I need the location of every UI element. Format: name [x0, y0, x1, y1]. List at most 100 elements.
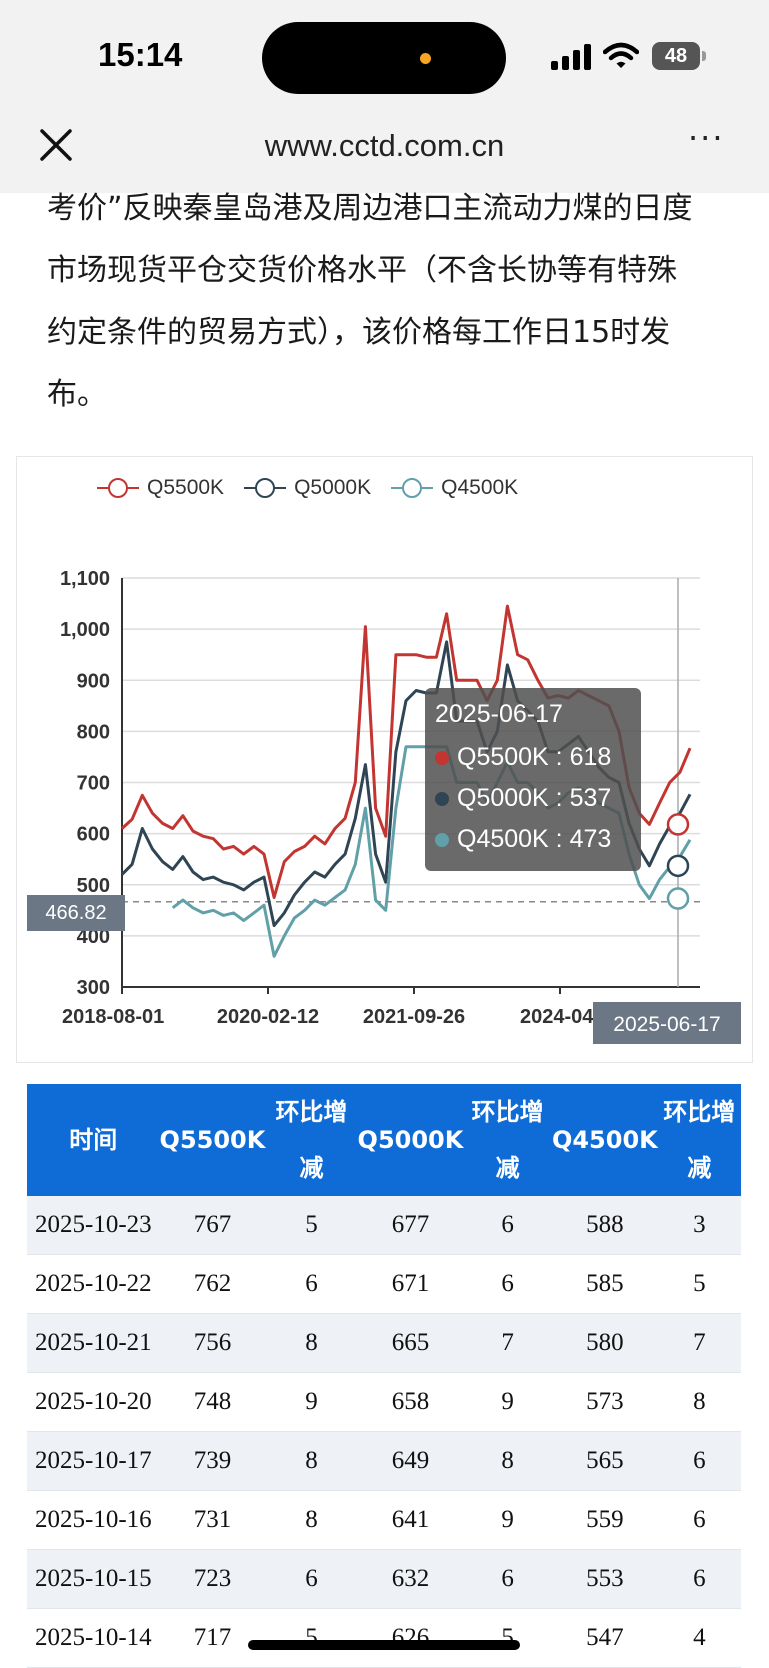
table-row[interactable]: 2025-10-17 739 8 649 8 565 6	[27, 1431, 741, 1491]
table-cell: 8	[265, 1431, 358, 1491]
cellular-signal-icon	[551, 44, 593, 70]
table-cell: 559	[551, 1490, 658, 1550]
table-row[interactable]: 2025-10-21 756 8 665 7 580 7	[27, 1313, 741, 1373]
column-header[interactable]: 环比增减	[657, 1084, 741, 1196]
table-cell: 9	[463, 1372, 552, 1432]
table-cell: 585	[551, 1254, 658, 1314]
browser-toolbar	[0, 105, 769, 193]
table-cell: 6	[657, 1490, 741, 1550]
y-tick-label: 600	[77, 824, 110, 846]
activity-dot	[420, 53, 431, 64]
table-cell: 547	[551, 1608, 658, 1668]
table-cell: 671	[357, 1254, 464, 1314]
x-tick-label: 2021-09-26	[363, 1006, 465, 1028]
table-row[interactable]: 2025-10-15 723 6 632 6 553 6	[27, 1549, 741, 1609]
home-indicator[interactable]	[248, 1640, 520, 1650]
table-cell: 2025-10-23	[27, 1196, 160, 1255]
table-cell: 767	[159, 1196, 266, 1255]
article-line: 布。	[47, 377, 107, 412]
table-cell: 723	[159, 1549, 266, 1609]
more-options-button[interactable]: ···	[688, 119, 725, 157]
tooltip-value: Q5500K : 618	[457, 743, 612, 771]
y-tick-label: 400	[77, 926, 110, 948]
table-header-row: 时间 Q5500K 环比增减 Q5000K 环比增减 Q4500K 环比增减	[27, 1084, 741, 1196]
crosshair-x-label: 2025-06-17	[593, 1002, 741, 1044]
table-cell: 5	[463, 1608, 552, 1668]
series-dot-icon	[435, 832, 449, 847]
legend-item[interactable]: Q4500K	[389, 473, 518, 503]
dynamic-island	[262, 22, 506, 94]
column-header[interactable]: 环比增减	[463, 1084, 552, 1196]
highlight-point	[666, 854, 690, 878]
legend-marker-icon	[97, 478, 139, 498]
table-cell: 2025-10-17	[27, 1431, 160, 1491]
highlight-point	[666, 887, 690, 910]
table-cell: 7	[657, 1313, 741, 1373]
table-cell: 5	[265, 1196, 358, 1255]
legend-marker-icon	[391, 478, 434, 498]
table-cell: 5	[657, 1254, 741, 1314]
legend-item[interactable]: Q5000K	[242, 473, 371, 503]
legend-label: Q5000K	[294, 476, 372, 499]
table-cell: 739	[159, 1431, 266, 1491]
column-header[interactable]: 环比增减	[265, 1084, 358, 1196]
column-header[interactable]: Q4500K	[551, 1084, 658, 1196]
article-line: 约定条件的贸易方式），该价格每工作日15时发	[47, 315, 671, 350]
series-dot-icon	[435, 791, 449, 806]
table-cell: 717	[159, 1608, 266, 1668]
column-header[interactable]: 时间	[27, 1084, 160, 1196]
table-cell: 2025-10-14	[27, 1608, 160, 1668]
table-cell: 553	[551, 1549, 658, 1609]
x-tick-label: 2024-04-	[520, 1006, 600, 1028]
table-row[interactable]: 2025-10-23 767 5 677 6 588 3	[27, 1196, 741, 1255]
table-cell: 9	[463, 1490, 552, 1550]
table-cell: 756	[159, 1313, 266, 1373]
battery-indicator: 48	[652, 42, 700, 70]
chart-tooltip: 2025-06-17 Q5500K : 618 Q5000K : 537 Q45…	[425, 688, 641, 871]
table-cell: 6	[657, 1549, 741, 1609]
table-cell: 2025-10-16	[27, 1490, 160, 1550]
crosshair-y-label: 466.82	[27, 895, 125, 931]
table-cell: 626	[357, 1608, 464, 1668]
table-row[interactable]: 2025-10-22 762 6 671 6 585 5	[27, 1254, 741, 1314]
tooltip-row: Q4500K : 473	[435, 825, 611, 854]
legend-item[interactable]: Q5500K	[95, 473, 224, 503]
column-header[interactable]: Q5500K	[159, 1084, 266, 1196]
close-icon[interactable]	[36, 125, 76, 165]
table-cell: 565	[551, 1431, 658, 1491]
table-cell: 762	[159, 1254, 266, 1314]
chart-legend: Q5500K Q5000K Q4500K	[95, 473, 518, 503]
status-time: 15:14	[98, 36, 183, 73]
table-cell: 2025-10-22	[27, 1254, 160, 1314]
battery-nub	[702, 51, 706, 61]
table-cell: 677	[357, 1196, 464, 1255]
table-body: 2025-10-23 767 5 677 6 588 3 2025-10-22 762 6 671 6…	[27, 1196, 741, 1668]
table-row[interactable]: 2025-10-20 748 9 658 9 573 8	[27, 1372, 741, 1432]
legend-marker-icon	[244, 478, 287, 498]
article-paragraph: 考价”反映秦皇岛港及周边港口主流动力煤的日度 市场现货平仓交货价格水平（不含长协…	[47, 178, 737, 426]
table-cell: 3	[657, 1196, 741, 1255]
table-cell: 588	[551, 1196, 658, 1255]
table-row[interactable]: 2025-10-14 717 5 626 5 547 4	[27, 1608, 741, 1668]
y-tick-label: 1,100	[60, 568, 110, 590]
highlight-point	[666, 813, 690, 836]
legend-label: Q4500K	[441, 476, 519, 499]
column-header[interactable]: Q5000K	[357, 1084, 464, 1196]
table-cell: 8	[463, 1431, 552, 1491]
table-cell: 6	[463, 1549, 552, 1609]
table-cell: 2025-10-21	[27, 1313, 160, 1373]
table-cell: 632	[357, 1549, 464, 1609]
table-row[interactable]: 2025-10-16 731 8 641 9 559 6	[27, 1490, 741, 1550]
table-cell: 6	[463, 1196, 552, 1255]
table-cell: 6	[463, 1254, 552, 1314]
x-tick-label: 2018-08-01	[62, 1006, 164, 1028]
table-cell: 5	[265, 1608, 358, 1668]
url-label[interactable]: www.cctd.com.cn	[264, 128, 505, 163]
y-tick-label: 500	[77, 875, 110, 897]
table-cell: 748	[159, 1372, 266, 1432]
y-tick-label: 300	[77, 977, 110, 999]
table-cell: 580	[551, 1313, 658, 1373]
tooltip-row: Q5000K : 537	[435, 784, 611, 813]
table-cell: 4	[657, 1608, 741, 1668]
series-dot-icon	[435, 750, 449, 765]
